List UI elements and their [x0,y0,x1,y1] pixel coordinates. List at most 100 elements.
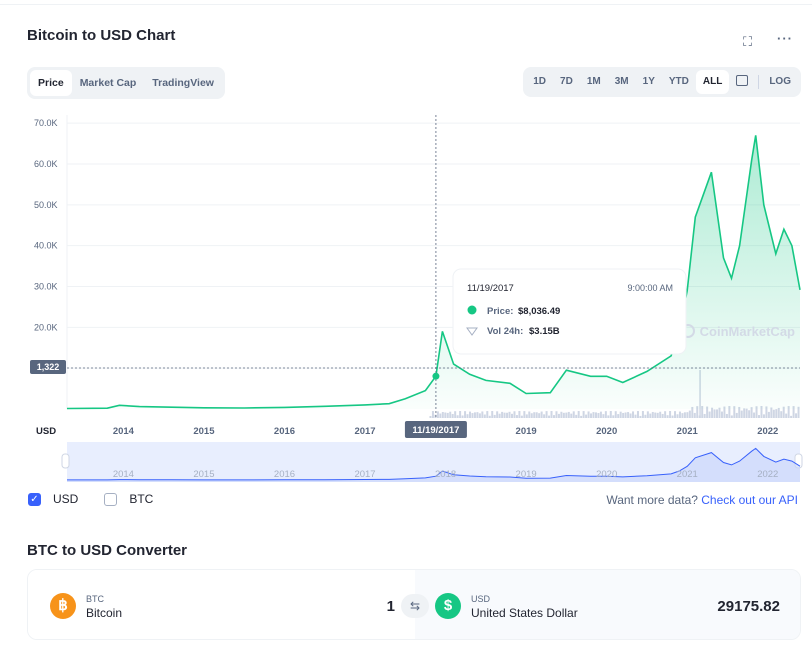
volume-bar [444,412,447,418]
volume-bar [782,406,785,418]
volume-bar [770,407,773,418]
y-tick-label: 40.0K [34,241,58,251]
y-tick-label: 70.0K [34,118,58,128]
price-area [67,135,800,409]
volume-bar [671,415,674,418]
volume-bar [599,411,602,418]
y-tick-label: 20.0K [34,322,58,332]
navigator-area [67,448,800,482]
from-symbol: BTC [86,594,104,604]
volume-bar [622,412,625,418]
volume-bar [780,411,783,418]
x-tick-label: 2021 [677,426,699,437]
volume-bar [520,415,523,418]
volume-bar [646,411,649,418]
volume-bar [772,409,775,418]
volume-bar [577,411,580,418]
range-ytd[interactable]: YTD [668,76,689,87]
volume-bar [787,406,790,418]
range-all[interactable]: ALL [695,70,730,94]
volume-bar [688,410,691,418]
volume-bar [594,412,597,418]
volume-bar [728,406,731,418]
volume-bar [753,412,756,418]
volume-bar [486,411,489,418]
price-marker-box [30,360,66,374]
swap-icon[interactable]: ⇆ [401,594,429,618]
volume-bar [691,406,694,418]
volume-bar [750,407,753,418]
volume-bar [449,411,452,418]
currency-axis-label: USD [36,426,56,437]
price-chart[interactable]: 70.0K60.0K50.0K40.0K30.0K20.0K10.0K1,322… [0,100,812,485]
time-range-selector: 1D 7D 1M 3M 1Y YTD ALL LOG [523,67,801,97]
volume-bar [634,414,637,418]
volume-bar [661,413,664,418]
volume-bar [738,406,741,418]
range-1d[interactable]: 1D [533,76,547,87]
volume-bar [755,406,758,418]
dollar-icon: $ [435,593,461,619]
usd-legend-label: USD [53,492,79,506]
volume-bar [459,411,462,418]
volume-bar [743,408,746,418]
volume-bar [745,408,748,418]
volume-bar [523,411,526,418]
volume-bar [636,411,639,418]
volume-bar [711,407,714,418]
volume-bar [557,413,560,418]
volume-bar [683,412,686,418]
volume-bar [678,411,681,418]
more-icon[interactable]: ··· [777,31,793,46]
volume-bar [431,411,434,418]
x-tick-label: 2016 [274,426,295,437]
tab-tradingview[interactable]: TradingView [152,77,214,89]
volume-bar [466,414,469,418]
volume-bar [518,411,521,418]
volume-bar [550,411,553,418]
range-1y[interactable]: 1Y [642,76,655,87]
volume-bar [627,412,630,418]
volume-bar [525,414,528,418]
range-7d[interactable]: 7D [560,76,573,87]
volume-bar [592,412,595,418]
range-1m[interactable]: 1M [586,76,601,87]
calendar-button[interactable] [729,70,755,94]
navigator-tick-label: 2018 [435,469,456,480]
volume-bar [676,414,679,418]
tooltip-price-value: $8,036.49 [518,306,560,317]
converter-title: BTC to USD Converter [27,542,188,559]
tooltip-volume-icon [466,327,478,336]
tab-market-cap[interactable]: Market Cap [79,77,137,89]
navigator-tick-label: 2017 [354,469,375,480]
btc-checkbox[interactable] [104,492,118,506]
volume-bar [654,412,657,418]
volume-bar [797,406,800,418]
volume-bar [528,411,531,418]
tooltip-box [452,268,687,355]
navigator-left-handle [61,453,70,469]
volume-bar [641,411,644,418]
volume-bar [664,411,667,418]
fullscreen-icon[interactable]: ⛶ [743,34,753,49]
volume-bar [619,411,622,418]
volume-bar [693,412,696,418]
volume-bar [498,413,501,418]
tab-price[interactable]: Price [30,70,72,96]
volume-bar [624,412,627,418]
log-scale-button[interactable]: LOG [769,76,791,87]
tooltip-volume-label: Vol 24h: [487,326,523,337]
volume-bar [488,415,491,418]
api-link[interactable]: Check out our API [701,493,798,507]
to-amount-input[interactable]: 29175.82 [717,598,780,615]
volume-bar [570,413,573,418]
volume-bar [748,410,751,418]
from-amount-input[interactable]: 1 [386,598,395,615]
volume-bar [567,411,570,418]
usd-checkbox[interactable]: ✓ [28,492,41,506]
currency-legend: ✓ USD BTC [28,492,153,506]
x-tick-label: 2022 [757,426,778,437]
calendar-icon [736,75,749,86]
range-3m[interactable]: 3M [614,76,629,87]
